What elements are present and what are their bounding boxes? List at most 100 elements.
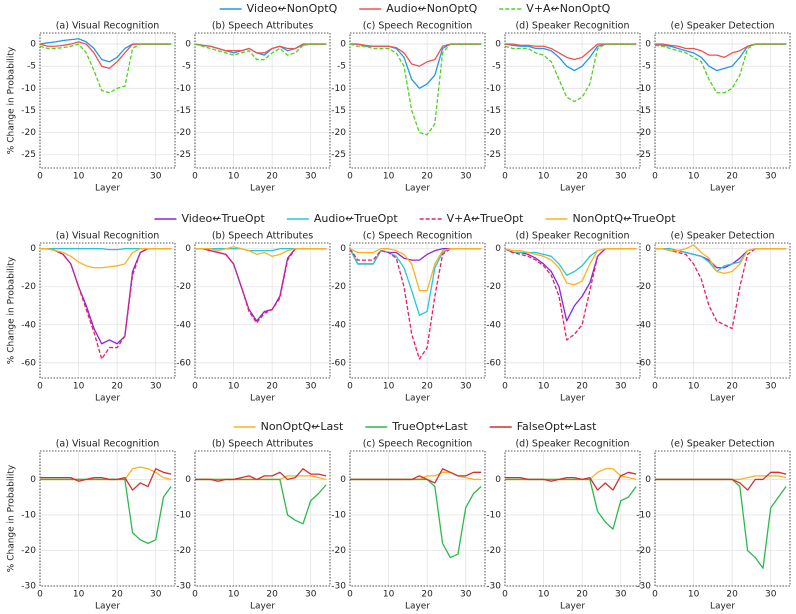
x-axis-label: Layer — [405, 184, 430, 194]
y-tick-label: -20 — [21, 282, 36, 292]
series-line — [504, 248, 637, 286]
series-line — [40, 478, 172, 545]
x-tick-label: 20 — [421, 382, 433, 392]
x-tick-label: 20 — [266, 590, 278, 600]
panel-title: (a) Visual Recognition — [56, 439, 160, 450]
y-tick-label: -15 — [331, 106, 346, 116]
x-tick-label: 20 — [576, 172, 588, 182]
series-line — [349, 248, 482, 265]
y-tick-label: -10 — [486, 84, 501, 94]
y-tick-label: -40 — [331, 320, 346, 330]
plot-frame — [654, 32, 791, 169]
series-line — [655, 471, 787, 491]
y-tick-label: -10 — [21, 510, 36, 520]
y-tick-label: -60 — [636, 358, 651, 368]
panel-title: (b) Speech Attributes — [212, 21, 313, 32]
series-line — [349, 248, 482, 292]
y-tick-label: 0 — [495, 40, 501, 50]
series-line — [655, 43, 787, 58]
y-tick-label: -60 — [331, 358, 346, 368]
x-tick-label: 20 — [421, 172, 433, 182]
x-tick-label: 20 — [266, 382, 278, 392]
legend: Video↚NonOptQ Audio↚NonOptQ V+A↚NonOptQ — [219, 2, 611, 15]
y-tick-label: -40 — [636, 320, 651, 330]
panel-title: (a) Visual Recognition — [56, 231, 160, 242]
x-axis-label: Layer — [95, 184, 120, 194]
panel-title: (a) Visual Recognition — [56, 21, 160, 32]
legend-label: FalseOpt↚Last — [517, 420, 597, 433]
series-line — [39, 38, 172, 63]
series-line — [195, 246, 327, 257]
series-line — [40, 248, 172, 345]
panel-title: (e) Speaker Detection — [670, 21, 774, 32]
x-tick-label: 30 — [305, 590, 317, 600]
y-tick-label: -20 — [636, 546, 651, 556]
x-tick-label: 30 — [460, 382, 472, 392]
y-tick-label: -30 — [21, 582, 36, 592]
series-line — [194, 43, 327, 54]
series-line — [505, 471, 637, 491]
legend-label: Video↚TrueOpt — [181, 212, 265, 225]
x-tick-label: 20 — [726, 590, 738, 600]
y-tick-label: -5 — [492, 62, 501, 72]
panel-title: (c) Speech Recognition — [363, 439, 473, 450]
x-tick-label: 10 — [538, 382, 550, 392]
y-tick-label: 0 — [30, 40, 36, 50]
x-tick-label: 30 — [150, 590, 162, 600]
x-axis-label: Layer — [560, 602, 585, 612]
y-tick-label: -30 — [636, 582, 651, 592]
y-tick-label: 0 — [185, 475, 191, 485]
panel-title: (d) Speaker Recognition — [515, 21, 629, 32]
x-tick-label: 0 — [347, 172, 353, 182]
x-tick-label: 10 — [383, 590, 395, 600]
legend-label: V+A↚NonOptQ — [526, 2, 610, 15]
y-tick-label: -10 — [636, 84, 651, 94]
y-tick-label: 0 — [185, 40, 191, 50]
series-line — [39, 41, 172, 70]
y-tick-label: -15 — [176, 106, 191, 116]
plot-frame — [349, 242, 486, 379]
x-tick-label: 30 — [765, 172, 777, 182]
x-tick-label: 0 — [192, 382, 198, 392]
plot-frame — [654, 242, 791, 379]
y-tick-label: -10 — [176, 84, 191, 94]
y-tick-label: -10 — [636, 510, 651, 520]
y-tick-label: -20 — [176, 128, 191, 138]
x-tick-label: 0 — [37, 172, 43, 182]
series-line — [504, 248, 637, 341]
y-tick-label: -40 — [486, 320, 501, 330]
legend: Video↚TrueOpt Audio↚TrueOpt V+A↚TrueOpt Non… — [154, 212, 676, 225]
x-axis-label: Layer — [250, 602, 275, 612]
x-tick-label: 20 — [576, 382, 588, 392]
legend-label: NonOptQ↚TrueOpt — [572, 212, 676, 225]
y-tick-label: 0 — [495, 244, 501, 254]
series-line — [39, 43, 172, 94]
y-tick-label: -20 — [176, 546, 191, 556]
y-tick-label: -15 — [21, 106, 36, 116]
panel-title: (b) Speech Attributes — [212, 439, 313, 450]
y-tick-label: -30 — [331, 582, 346, 592]
y-tick-label: -5 — [182, 62, 191, 72]
x-tick-label: 20 — [726, 172, 738, 182]
x-axis-label: Layer — [405, 602, 430, 612]
plot-frame — [194, 450, 331, 587]
y-tick-label: -10 — [331, 510, 346, 520]
x-tick-label: 10 — [73, 590, 85, 600]
x-axis-label: Layer — [710, 184, 735, 194]
x-tick-label: 30 — [460, 590, 472, 600]
plot-frame — [194, 242, 331, 379]
x-tick-label: 0 — [652, 382, 658, 392]
series-line — [655, 248, 787, 330]
y-tick-label: -20 — [176, 282, 191, 292]
series-line — [350, 468, 482, 484]
y-axis-label: % Change in Probability — [7, 464, 17, 572]
series-line — [195, 468, 327, 482]
y-tick-label: 0 — [340, 244, 346, 254]
x-tick-label: 20 — [111, 590, 123, 600]
x-tick-label: 10 — [228, 590, 240, 600]
plot-frame — [504, 242, 641, 379]
series-line — [504, 43, 637, 103]
y-tick-label: 0 — [495, 475, 501, 485]
legend-label: TrueOpt↚Last — [391, 420, 468, 433]
